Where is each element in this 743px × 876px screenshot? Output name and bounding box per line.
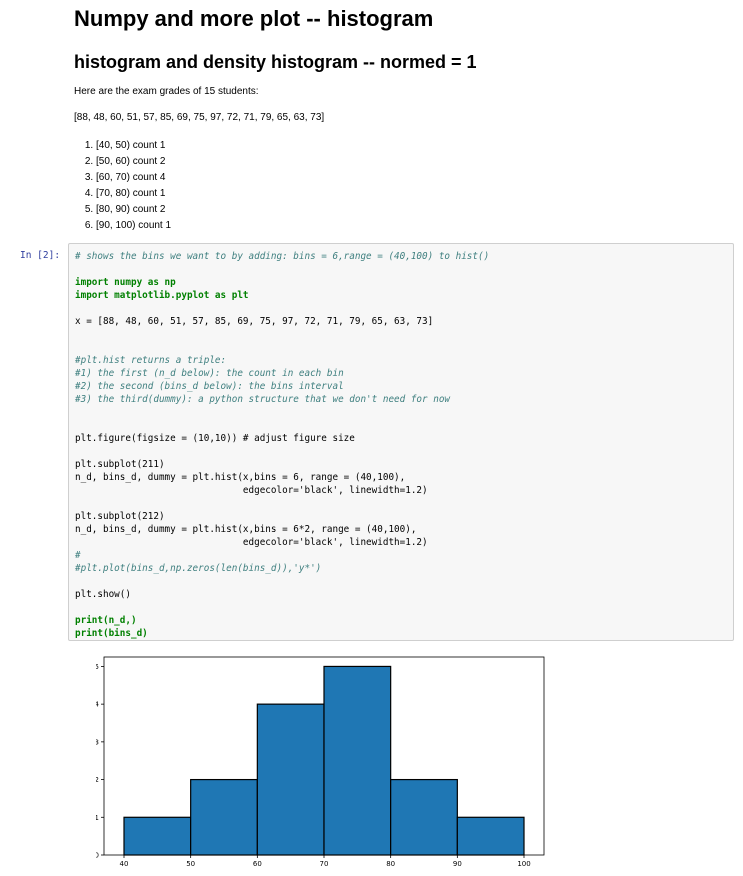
y-tick-label: 4	[96, 701, 100, 709]
intro-text: Here are the exam grades of 15 students:	[74, 86, 259, 97]
x-tick-label: 90	[453, 860, 462, 868]
code-line: #	[75, 550, 81, 561]
y-tick-label: 5	[96, 663, 99, 671]
code-line: edgecolor='black', linewidth=1.2)	[75, 537, 428, 548]
list-item: [50, 60) count 2	[96, 154, 171, 170]
code-cell[interactable]: # shows the bins we want to by adding: b…	[68, 243, 734, 641]
x-tick-label: 70	[320, 860, 329, 868]
histogram-bar	[123, 816, 192, 856]
list-item: [60, 70) count 4	[96, 170, 171, 186]
code-line: #3) the third(dummy): a python structure…	[75, 394, 451, 405]
code-line: #1) the first (n_d below): the count in …	[75, 368, 344, 379]
code-line: print(bins_d)	[75, 628, 148, 639]
list-item: [70, 80) count 1	[96, 186, 171, 202]
list-item: [40, 50) count 1	[96, 138, 171, 154]
code-line: plt.figure(figsize = (10,10)) # adjust f…	[75, 433, 355, 444]
code-line: import matplotlib.pyplot as plt	[75, 290, 249, 301]
histogram-bar	[390, 778, 458, 856]
section-heading: histogram and density histogram -- norme…	[74, 52, 477, 72]
bins-list: [40, 50) count 1 [50, 60) count 2 [60, 7…	[74, 138, 171, 234]
y-tick-label: 0	[96, 852, 99, 860]
x-tick-label: 80	[386, 860, 395, 868]
code-line: edgecolor='black', linewidth=1.2)	[75, 485, 428, 496]
code-line: #plt.plot(bins_d,np.zeros(len(bins_d)),'…	[75, 563, 322, 574]
code-line: x = [88, 48, 60, 51, 57, 85, 69, 75, 97,…	[75, 316, 434, 327]
code-line: plt.subplot(211)	[75, 459, 165, 470]
x-tick-label: 60	[253, 860, 262, 868]
code-line: n_d, bins_d, dummy = plt.hist(x,bins = 6…	[75, 524, 417, 535]
list-item: [90, 100) count 1	[96, 218, 171, 234]
histogram-bar	[256, 703, 325, 856]
x-tick-label: 50	[186, 860, 195, 868]
code-line: plt.subplot(212)	[75, 511, 165, 522]
page-title: Numpy and more plot -- histogram	[74, 6, 434, 31]
y-tick-label: 2	[96, 776, 99, 784]
histogram-bar	[456, 816, 525, 856]
histogram-bar	[323, 665, 392, 856]
code-line: #plt.hist returns a triple:	[75, 355, 227, 366]
histogram-bar	[190, 778, 258, 856]
x-tick-label: 100	[517, 860, 530, 868]
list-item: [80, 90) count 2	[96, 202, 171, 218]
code-line: n_d, bins_d, dummy = plt.hist(x,bins = 6…	[75, 472, 406, 483]
histogram-chart: 40 50 60 70 80 90 100 0 1 2 3 4 5	[96, 656, 545, 868]
code-line: print(n_d,)	[75, 615, 137, 626]
code-line: # shows the bins we want to by adding: b…	[75, 251, 490, 262]
code-line: #2) the second (bins_d below): the bins …	[75, 381, 344, 392]
code-line: plt.show()	[75, 589, 131, 600]
x-tick-label: 40	[120, 860, 129, 868]
y-tick-label: 3	[96, 738, 99, 746]
cell-prompt: In [2]:	[20, 250, 61, 261]
y-tick-label: 1	[96, 814, 99, 822]
grades-list-text: [88, 48, 60, 51, 57, 85, 69, 75, 97, 72,…	[74, 112, 325, 123]
code-line: import numpy as np	[75, 277, 176, 288]
